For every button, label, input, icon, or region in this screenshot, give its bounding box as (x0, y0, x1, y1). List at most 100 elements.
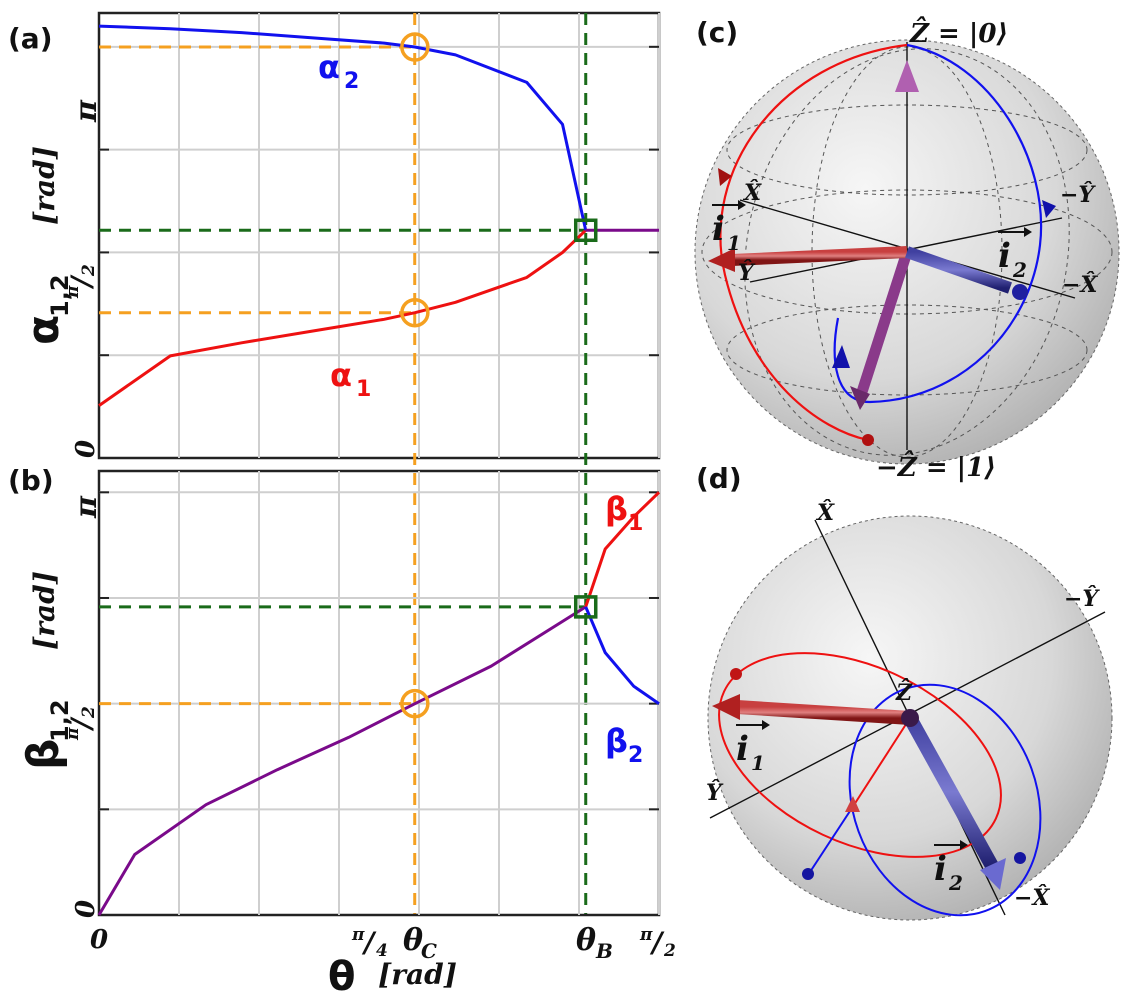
svg-text:θ: θ (403, 923, 423, 958)
label-beta1: β 1 (605, 490, 643, 536)
svg-text:2: 2 (628, 743, 643, 768)
xlabel-unit: [rad] (378, 958, 457, 991)
d-label-y-pos: Ŷ (706, 779, 724, 806)
svg-text:β: β (605, 722, 628, 760)
plot-a-grid (99, 13, 660, 458)
svg-text:π: π (351, 925, 365, 945)
b-ylabel-symbol: β (18, 739, 69, 771)
a-ylabel-symbol: α (18, 315, 69, 345)
panel-b: (b) 0 π π / 2 β 1,2 [rad] β 1 β 2 0 π / (8, 464, 676, 1000)
svg-text:β: β (605, 490, 628, 528)
xtick-pi4: π / 4 (351, 925, 388, 961)
svg-text:C: C (421, 939, 437, 963)
endpoint-red-c (862, 434, 874, 446)
svg-text:θ: θ (576, 923, 596, 958)
panel-a: (a) 0 π π / 2 α 1,2 [rad] α 2 α 1 (8, 11, 661, 915)
svg-text:2: 2 (79, 706, 99, 719)
panel-label-d: (d) (696, 462, 742, 495)
sphere-d-center (901, 709, 919, 727)
xtick-pi2: π / 2 (639, 925, 676, 961)
small-arrow-d (845, 796, 860, 812)
arrow-i2-c-tip (1012, 284, 1028, 300)
label-alpha2: α 2 (318, 48, 359, 94)
c-label-i1: i 1 (712, 200, 746, 255)
series-b-2 (584, 606, 660, 705)
xtick-theta-b: θ B (576, 923, 613, 963)
svg-text:1: 1 (628, 511, 643, 536)
svg-text:1: 1 (751, 751, 765, 775)
svg-text:1: 1 (727, 231, 741, 255)
a-ytick-pi: π (69, 99, 104, 123)
trajectory-red-d (718, 652, 1002, 858)
svg-text:2: 2 (948, 871, 963, 895)
c-label-y-pos: Ŷ (738, 259, 756, 286)
svg-text:i: i (998, 236, 1011, 276)
b-ytick-pi2: π / 2 (63, 706, 99, 741)
c-label-i2: i 2 (998, 227, 1032, 282)
plot-b-markers (400, 595, 598, 719)
svg-text:i: i (712, 209, 725, 249)
marker-square-1 (573, 595, 598, 619)
d-label-x-neg: −X̂ (1014, 885, 1050, 911)
a-ylabel: α 1,2 [rad] (18, 146, 74, 345)
c-label-x-pos: X̂ (742, 180, 762, 206)
arrow-i1-c (731, 246, 908, 266)
svg-text:B: B (595, 939, 613, 963)
d-label-z: Ẑ (895, 678, 913, 706)
xtick-theta-c: θ C (403, 923, 437, 963)
b-ylabel-unit: [rad] (28, 571, 61, 650)
traj-arrow-blue-c2 (832, 345, 850, 368)
blue-guide-d (809, 807, 853, 873)
a-ylabel-sub: 1,2 (46, 274, 74, 317)
plot-b-series (97, 491, 661, 916)
svg-text:2: 2 (1012, 258, 1027, 282)
endpoint-red-d (730, 668, 742, 680)
plot-a-markers (400, 32, 598, 328)
svg-text:π: π (639, 925, 653, 945)
series-a-0 (98, 229, 587, 407)
plot-b-frame (97, 469, 661, 917)
endpoint-blue-d2 (1014, 852, 1026, 864)
svg-text:2: 2 (663, 941, 676, 961)
arrow-z-c-head (895, 60, 919, 92)
label-alpha1: α 1 (330, 356, 371, 402)
endpoint-blue-d (802, 868, 814, 880)
b-ylabel-sub: 1,2 (46, 699, 74, 742)
c-label-z-top: Ẑ = |0⟩ (909, 16, 1008, 49)
svg-text:/: / (361, 926, 377, 959)
plot-a-series (98, 13, 659, 915)
marker-circle-1 (400, 297, 430, 328)
c-label-y-neg: −Ŷ (1060, 181, 1096, 208)
svg-text:1: 1 (356, 377, 371, 402)
svg-text:π: π (63, 727, 83, 741)
marker-circle-0 (400, 32, 430, 62)
series-b-1 (584, 491, 661, 608)
svg-text:/: / (65, 274, 98, 290)
arrow-i2-c (905, 246, 1012, 294)
xlabel: θ [rad] (328, 954, 457, 1000)
a-ylabel-unit: [rad] (28, 146, 61, 225)
b-ytick-0: 0 (71, 900, 101, 918)
label-beta2: β 2 (605, 722, 643, 768)
svg-text:i: i (934, 849, 947, 889)
b-ytick-pi: π (69, 495, 104, 519)
svg-text:α: α (318, 48, 340, 86)
svg-text:/: / (65, 716, 98, 732)
marker-square-2 (573, 218, 598, 243)
d-label-i2: i 2 (934, 840, 968, 895)
c-label-z-bottom: −Ẑ = |1⟩ (876, 450, 996, 483)
d-label-x-pos: X̂ (815, 500, 835, 526)
series-a-1 (98, 24, 588, 231)
arrow-i2-d-head (980, 858, 1006, 890)
xlabel-symbol: θ (328, 954, 355, 1000)
panel-d: (d) Ẑ X̂ −Ŷ Ŷ −X̂ i 1 i (696, 462, 1113, 921)
trajectory-blue-d (848, 683, 1042, 917)
arrow-i1-c-head (708, 248, 735, 272)
arrow-i1-d (736, 700, 911, 725)
xtick-0: 0 (90, 925, 108, 955)
svg-text:i: i (736, 729, 749, 769)
b-ylabel: β 1,2 [rad] (18, 571, 74, 770)
trajectory-blue-c (833, 43, 1043, 404)
svg-text:2: 2 (79, 264, 99, 277)
